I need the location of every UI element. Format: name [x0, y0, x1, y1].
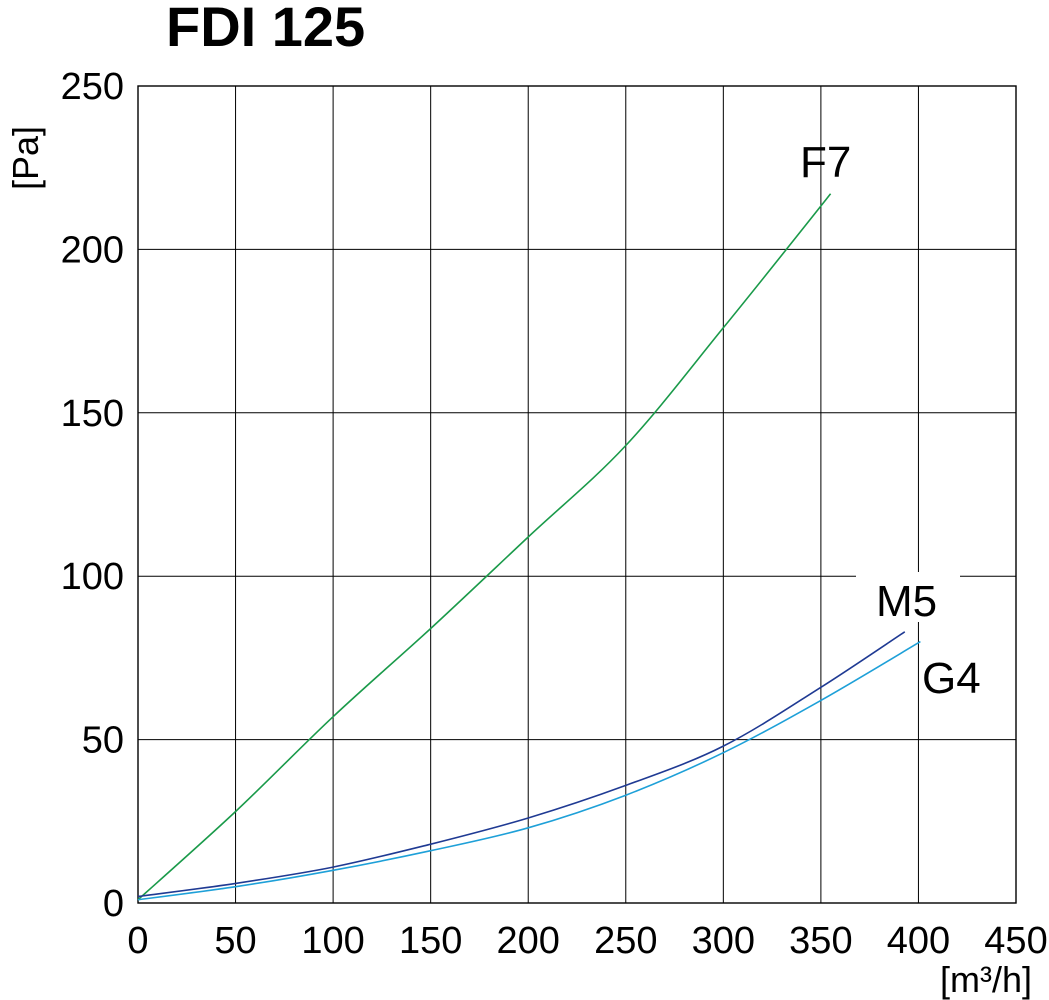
x-tick-label: 450	[984, 920, 1047, 962]
series-lines	[137, 193, 921, 901]
x-tick-label: 100	[301, 920, 364, 962]
x-tick-label: 200	[497, 920, 560, 962]
x-tick-label: 400	[887, 920, 950, 962]
x-tick-label: 50	[214, 920, 256, 962]
y-axis-ticks: 0 50 100 150 200 250	[61, 66, 124, 925]
grid	[138, 86, 1016, 903]
series-line-m5	[137, 631, 906, 898]
y-tick-label: 250	[61, 66, 124, 108]
y-tick-label: 100	[61, 556, 124, 598]
x-tick-label: 250	[594, 920, 657, 962]
x-tick-label: 350	[789, 920, 852, 962]
series-line-f7	[137, 193, 832, 901]
y-tick-label: 150	[61, 393, 124, 435]
x-tick-label: 0	[127, 920, 148, 962]
series-label-g4: G4	[922, 654, 981, 703]
plot-frame	[137, 85, 1017, 904]
series-label-backing	[856, 572, 960, 622]
series-line-g4	[137, 640, 921, 901]
chart-title: FDI 125	[166, 0, 365, 58]
x-axis-ticks: 0 50 100 150 200 250 300 350 400 450	[127, 920, 1047, 962]
series-labels: F7 M5 G4	[800, 138, 981, 703]
series-label-m5: M5	[876, 577, 937, 626]
x-tick-label: 300	[692, 920, 755, 962]
y-tick-label: 200	[61, 229, 124, 271]
x-axis-label-box: [m³/h]	[922, 958, 1038, 1000]
y-axis-label: [Pa]	[5, 126, 46, 190]
x-tick-label: 150	[399, 920, 462, 962]
y-tick-label: 50	[82, 720, 124, 762]
x-axis-label: [m³/h]	[940, 959, 1032, 1000]
y-tick-label: 0	[103, 883, 124, 925]
series-label-f7: F7	[800, 138, 851, 187]
